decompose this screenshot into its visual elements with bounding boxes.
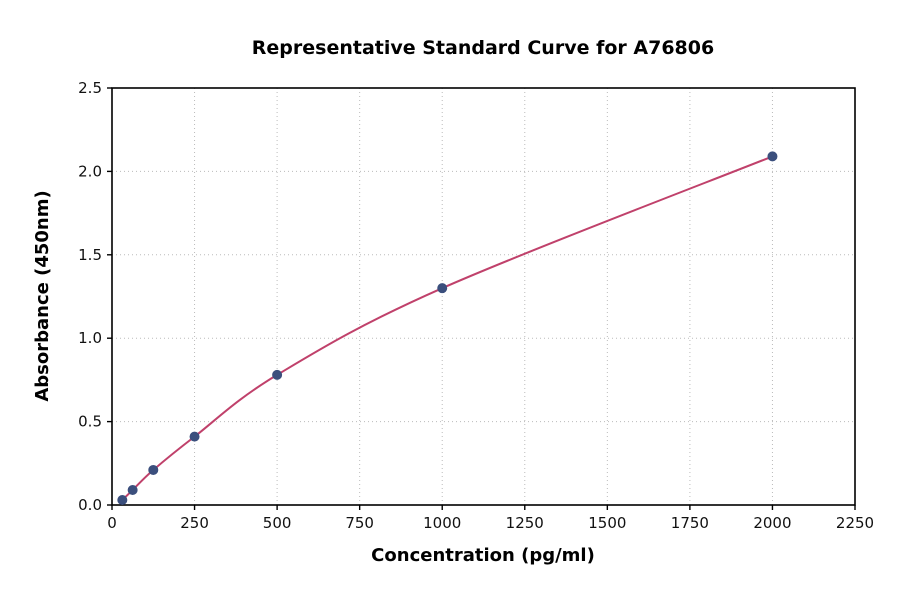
data-point bbox=[767, 151, 778, 162]
data-point bbox=[272, 369, 283, 380]
data-point bbox=[437, 283, 448, 294]
y-tick-label: 0.5 bbox=[78, 413, 102, 431]
x-tick-label: 500 bbox=[263, 514, 292, 532]
x-tick-label: 250 bbox=[180, 514, 209, 532]
chart-title: Representative Standard Curve for A76806 bbox=[252, 37, 714, 59]
data-point bbox=[148, 464, 159, 475]
data-point bbox=[189, 431, 200, 442]
x-tick-label: 750 bbox=[345, 514, 374, 532]
data-point bbox=[117, 494, 128, 505]
y-tick-label: 0.0 bbox=[78, 496, 102, 514]
data-point bbox=[127, 484, 138, 495]
x-axis-label: Concentration (pg/ml) bbox=[371, 545, 595, 566]
x-tick-label: 1250 bbox=[506, 514, 544, 532]
y-tick-label: 1.0 bbox=[78, 329, 102, 347]
x-tick-label: 1500 bbox=[588, 514, 626, 532]
x-tick-label: 0 bbox=[107, 514, 117, 532]
x-tick-label: 1000 bbox=[423, 514, 461, 532]
plot-area: 0 250 500 750 1000 1250 1500 1750 2000 2250 0.0 0.5… bbox=[78, 79, 874, 532]
x-tick-label: 2250 bbox=[836, 514, 874, 532]
y-tick-label: 2.5 bbox=[78, 79, 102, 97]
x-tick-label: 2000 bbox=[753, 514, 791, 532]
x-tick-label: 1750 bbox=[671, 514, 709, 532]
plot-border bbox=[111, 87, 856, 506]
fit-curve bbox=[121, 155, 773, 501]
y-tick-label: 2.0 bbox=[78, 162, 102, 180]
y-tick-label: 1.5 bbox=[78, 246, 102, 264]
y-axis-label: Absorbance (450nm) bbox=[32, 190, 53, 401]
